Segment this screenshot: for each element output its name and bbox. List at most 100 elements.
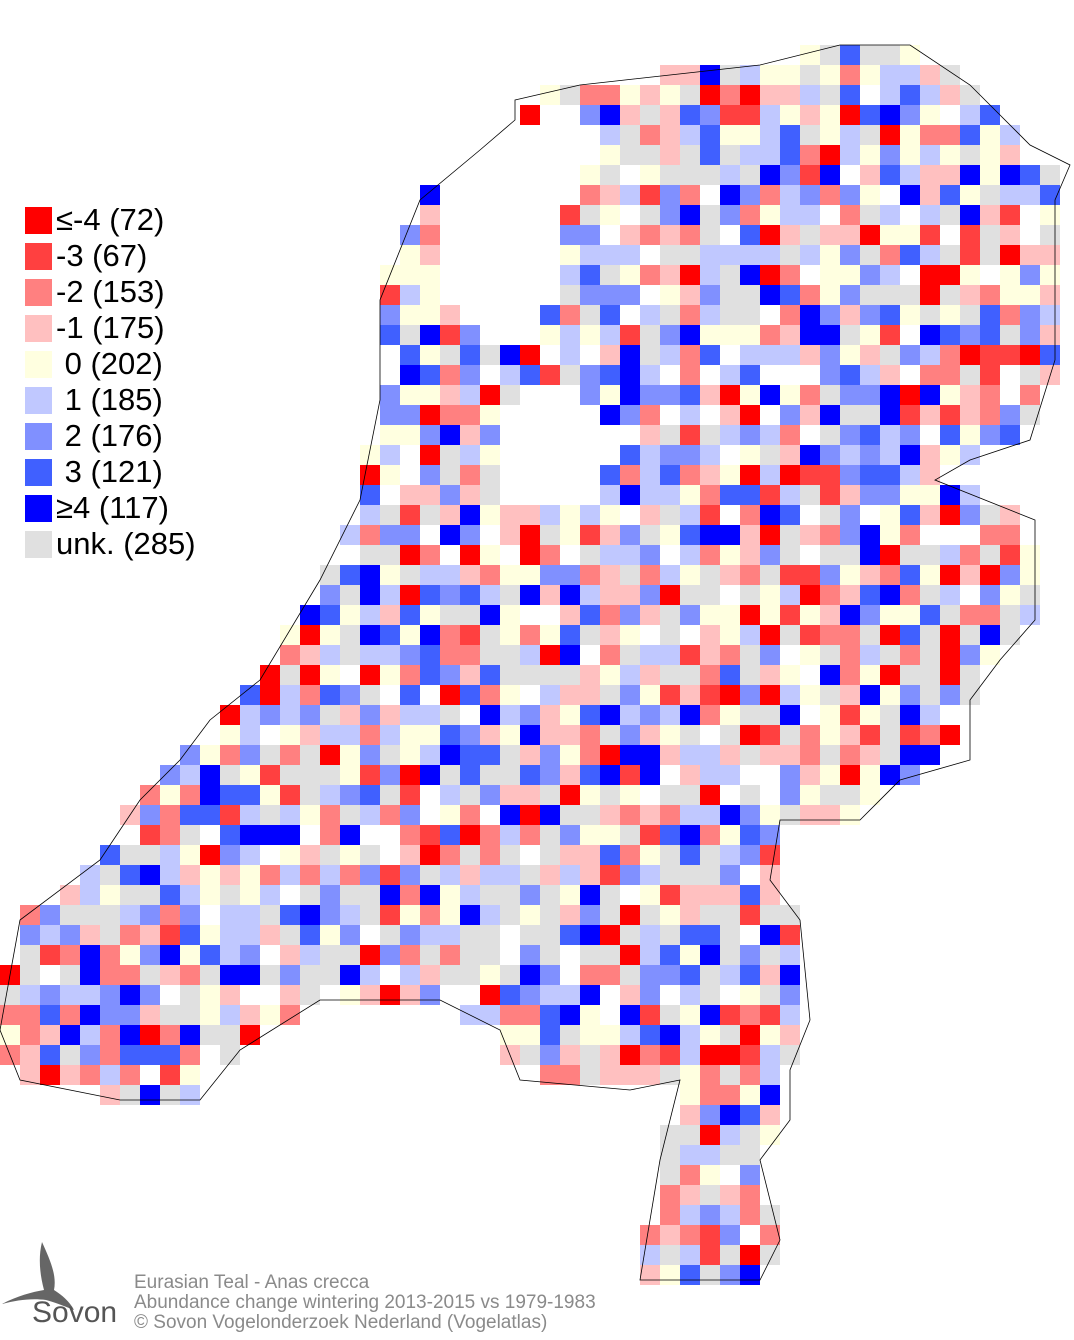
grid-cell xyxy=(980,605,1000,625)
grid-cell xyxy=(120,1065,140,1085)
grid-cell xyxy=(740,85,760,105)
grid-cell xyxy=(640,445,660,465)
grid-cell xyxy=(460,785,480,805)
grid-cell xyxy=(220,865,240,885)
grid-cell xyxy=(700,665,720,685)
grid-cell xyxy=(180,825,200,845)
grid-cell xyxy=(420,225,440,245)
grid-cell xyxy=(760,1205,780,1225)
grid-cell xyxy=(440,725,460,745)
grid-cell xyxy=(640,405,660,425)
grid-cell xyxy=(680,825,700,845)
grid-cell xyxy=(700,445,720,465)
grid-cell xyxy=(780,225,800,245)
grid-cell xyxy=(380,445,400,465)
grid-cell xyxy=(380,925,400,945)
grid-cell xyxy=(880,745,900,765)
grid-cell xyxy=(600,465,620,485)
grid-cell xyxy=(840,445,860,465)
grid-cell xyxy=(560,85,580,105)
grid-cell xyxy=(740,905,760,925)
grid-cell xyxy=(320,605,340,625)
grid-cell xyxy=(300,765,320,785)
grid-cell xyxy=(340,985,360,1005)
grid-cell xyxy=(460,805,480,825)
grid-cell xyxy=(680,925,700,945)
grid-cell xyxy=(780,345,800,365)
grid-cell xyxy=(640,765,660,785)
grid-cell xyxy=(400,865,420,885)
grid-cell xyxy=(160,885,180,905)
grid-cell xyxy=(420,625,440,645)
grid-cell xyxy=(740,425,760,445)
grid-cell xyxy=(740,145,760,165)
grid-cell xyxy=(320,645,340,665)
grid-cell xyxy=(620,1005,640,1025)
grid-cell xyxy=(700,945,720,965)
grid-cell xyxy=(860,745,880,765)
grid-cell xyxy=(480,685,500,705)
grid-cell xyxy=(600,785,620,805)
grid-cell xyxy=(940,485,960,505)
grid-cell xyxy=(780,945,800,965)
grid-cell xyxy=(600,165,620,185)
grid-cell xyxy=(740,685,760,705)
grid-cell xyxy=(380,645,400,665)
grid-cell xyxy=(360,845,380,865)
grid-cell xyxy=(380,305,400,325)
grid-cell xyxy=(900,565,920,585)
grid-cell xyxy=(440,905,460,925)
grid-cell xyxy=(220,905,240,925)
grid-cell xyxy=(280,625,300,645)
grid-cell xyxy=(720,1265,740,1285)
grid-cell xyxy=(880,665,900,685)
grid-cell xyxy=(420,665,440,685)
grid-cell xyxy=(600,365,620,385)
grid-cell xyxy=(1020,545,1040,565)
grid-cell xyxy=(760,725,780,745)
grid-cell xyxy=(600,705,620,725)
grid-cell xyxy=(380,785,400,805)
grid-cell xyxy=(160,1085,180,1105)
grid-cell xyxy=(380,565,400,585)
grid-cell xyxy=(800,465,820,485)
grid-cell xyxy=(920,705,940,725)
grid-cell xyxy=(760,425,780,445)
grid-cell xyxy=(1040,305,1060,325)
grid-cell xyxy=(620,965,640,985)
grid-cell xyxy=(620,825,640,845)
grid-cell xyxy=(420,845,440,865)
grid-cell xyxy=(840,325,860,345)
grid-cell xyxy=(760,805,780,825)
grid-cell xyxy=(820,665,840,685)
grid-cell xyxy=(640,425,660,445)
grid-cell xyxy=(940,165,960,185)
grid-cell xyxy=(160,1045,180,1065)
grid-cell xyxy=(1020,565,1040,585)
grid-cell xyxy=(520,725,540,745)
grid-cell xyxy=(200,785,220,805)
grid-cell xyxy=(260,905,280,925)
grid-cell xyxy=(1000,565,1020,585)
grid-cell xyxy=(820,745,840,765)
grid-cell xyxy=(680,265,700,285)
grid-cell xyxy=(660,105,680,125)
grid-cell xyxy=(740,605,760,625)
grid-cell xyxy=(460,365,480,385)
grid-cell xyxy=(500,985,520,1005)
grid-cell xyxy=(840,465,860,485)
grid-cell xyxy=(1040,165,1060,185)
grid-cell xyxy=(840,705,860,725)
grid-cell xyxy=(700,685,720,705)
grid-cell xyxy=(460,585,480,605)
grid-cell xyxy=(400,885,420,905)
grid-cell xyxy=(660,485,680,505)
grid-cell xyxy=(300,845,320,865)
grid-cell xyxy=(280,825,300,845)
grid-cell xyxy=(400,385,420,405)
grid-cell xyxy=(700,605,720,625)
grid-cell xyxy=(780,905,800,925)
grid-cell xyxy=(680,705,700,725)
grid-cell xyxy=(800,285,820,305)
grid-cell xyxy=(140,905,160,925)
